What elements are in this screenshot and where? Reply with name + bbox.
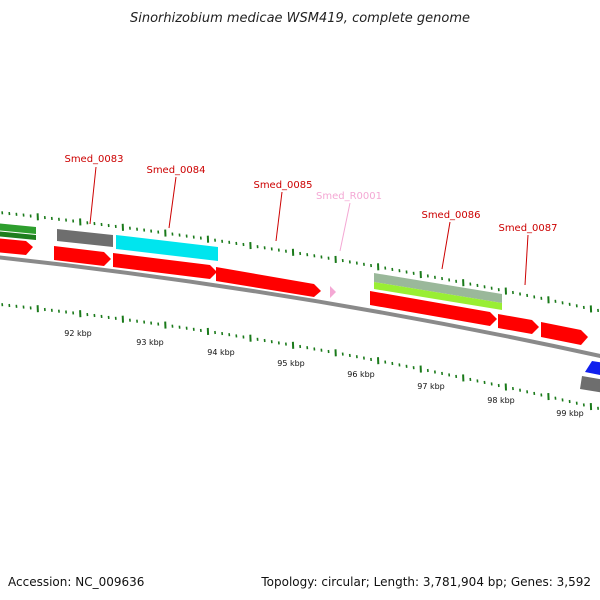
kbp-label-93: 93 kbp (136, 338, 164, 347)
kbp-label-92: 92 kbp (64, 329, 92, 338)
rna-arrow-R0001[interactable] (330, 286, 336, 298)
kbp-label-98: 98 kbp (487, 396, 515, 405)
gene-label-smed-0084[interactable]: Smed_0084 (146, 165, 205, 176)
cds-arrow-0085[interactable] (216, 267, 321, 297)
feature-sage-0086[interactable] (374, 273, 502, 303)
outer-tick-ring (1, 211, 599, 313)
feature-green-left-lower[interactable] (0, 231, 36, 240)
map-title: Sinorhizobium medicae WSM419, complete g… (130, 11, 470, 26)
accession-text: Accession: NC_009636 (8, 575, 144, 589)
inner-tick-ring (1, 303, 599, 411)
feature-lightgreen-0086[interactable] (374, 282, 502, 310)
cds-arrow-0083[interactable] (54, 246, 111, 266)
feature-track-cds (0, 238, 588, 345)
cds-arrow-left-edge[interactable] (0, 238, 33, 255)
feature-gray-0083[interactable] (57, 229, 113, 247)
kbp-label-96: 96 kbp (347, 370, 375, 379)
gene-label-smed-0083[interactable]: Smed_0083 (64, 154, 123, 165)
gene-label-smed-r0001[interactable]: Smed_R0001 (316, 191, 382, 202)
label-leaders (89, 166, 529, 286)
feature-blue-right[interactable] (585, 361, 600, 376)
genome-summary-text: Topology: circular; Length: 3,781,904 bp… (260, 575, 591, 589)
kbp-label-99: 99 kbp (556, 409, 584, 418)
cds-arrow-0087-a[interactable] (498, 314, 539, 334)
cds-arrow-0086[interactable] (370, 291, 497, 326)
cds-arrow-0084[interactable] (113, 253, 217, 279)
feature-gray-right[interactable] (580, 376, 600, 393)
kbp-label-97: 97 kbp (417, 382, 445, 391)
cds-arrow-0087-b[interactable] (541, 322, 588, 345)
feature-cyan-0084[interactable] (116, 235, 218, 261)
gene-label-smed-0085[interactable]: Smed_0085 (253, 180, 312, 191)
genome-backbone (0, 255, 600, 358)
gene-label-smed-0086[interactable]: Smed_0086 (421, 210, 480, 221)
kbp-label-94: 94 kbp (207, 348, 235, 357)
feature-track-outer (0, 223, 502, 310)
kbp-label-95: 95 kbp (277, 359, 305, 368)
gene-label-smed-0087[interactable]: Smed_0087 (498, 223, 557, 234)
feature-green-left[interactable] (0, 223, 36, 234)
